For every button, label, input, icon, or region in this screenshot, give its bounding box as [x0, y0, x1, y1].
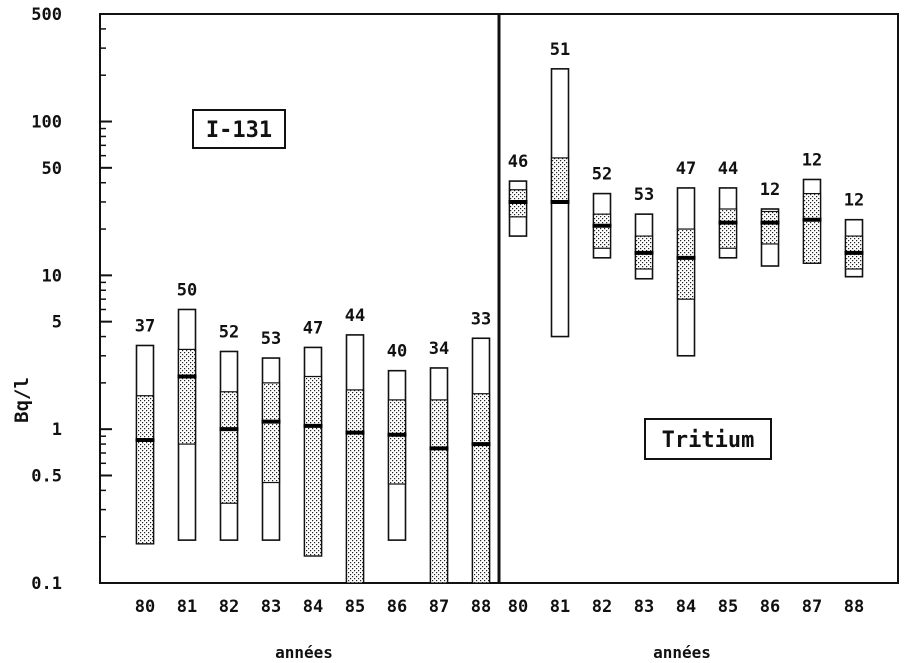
year-label: 80	[508, 597, 528, 617]
count-label: 40	[387, 342, 407, 362]
count-label: 52	[592, 165, 612, 185]
count-label: 51	[550, 40, 570, 60]
y-axis: 500 100 50 10 5 1 0.5 0.1	[31, 5, 112, 594]
count-label: 37	[135, 316, 155, 336]
y-axis-title: Bq/l	[11, 377, 33, 423]
year-label: 86	[387, 597, 407, 617]
panel-title-tritium: Tritium	[662, 428, 755, 453]
x-axis-title-i131: années	[275, 643, 333, 662]
year-label: 84	[303, 597, 323, 617]
quartile-box	[177, 348, 197, 445]
quartile-box	[429, 399, 449, 584]
year-label: 82	[219, 597, 239, 617]
year-label: 83	[634, 597, 654, 617]
y-tick-label: 10	[42, 266, 62, 286]
year-label: 88	[471, 597, 491, 617]
count-label: 12	[760, 180, 780, 200]
y-tick-label: 0.1	[31, 574, 62, 594]
quartile-box	[760, 210, 780, 245]
y-tick-label: 100	[31, 113, 62, 133]
count-label: 34	[429, 339, 449, 359]
year-label: 84	[676, 597, 696, 617]
count-label: 52	[219, 322, 239, 342]
quartile-box	[135, 395, 155, 545]
y-tick-label: 5	[52, 313, 62, 333]
count-label: 47	[303, 318, 323, 338]
count-label: 50	[177, 280, 197, 300]
quartile-box	[471, 393, 491, 584]
count-label: 12	[844, 191, 864, 211]
quartile-box	[345, 389, 365, 584]
quartile-box	[592, 213, 612, 249]
year-label: 86	[760, 597, 780, 617]
y-tick-label: 500	[31, 5, 62, 25]
year-label: 87	[429, 597, 449, 617]
quartile-box	[303, 375, 323, 557]
count-label: 33	[471, 309, 491, 329]
quartile-box	[261, 382, 281, 484]
year-label: 85	[718, 597, 738, 617]
count-label: 53	[634, 185, 654, 205]
quartile-box	[550, 157, 570, 203]
panel-tritium: 46 80 51 81 52 82 53 83 47 84 44 85 12 86 12 87 12 88	[508, 40, 864, 617]
quartile-box	[387, 399, 407, 485]
year-label: 80	[135, 597, 155, 617]
y-tick-label: 0.5	[31, 466, 62, 486]
count-label: 47	[676, 159, 696, 179]
quartile-box	[219, 391, 239, 504]
quartile-box	[676, 228, 696, 300]
year-label: 82	[592, 597, 612, 617]
year-label: 85	[345, 597, 365, 617]
year-label: 81	[177, 597, 197, 617]
panel-title-box-tritium	[644, 418, 772, 460]
year-label: 83	[261, 597, 281, 617]
y-tick-label: 50	[42, 159, 62, 179]
panel-title-box-i131	[192, 109, 286, 149]
count-label: 44	[345, 306, 365, 326]
count-label: 12	[802, 150, 822, 170]
quartile-box	[802, 192, 822, 264]
panel-i131: 37 80 50 81 52 82 53 83 47 84 44 85 40 86 34 87 33 88	[135, 280, 491, 617]
year-label: 81	[550, 597, 570, 617]
count-label: 46	[508, 152, 528, 172]
y-tick-label: 1	[52, 420, 62, 440]
count-label: 44	[718, 159, 738, 179]
count-label: 53	[261, 329, 281, 349]
panel-title-i131: I-131	[206, 118, 272, 143]
year-label: 87	[802, 597, 822, 617]
quartile-box	[718, 208, 738, 249]
x-axis-title-tritium: années	[653, 643, 711, 662]
year-label: 88	[844, 597, 864, 617]
